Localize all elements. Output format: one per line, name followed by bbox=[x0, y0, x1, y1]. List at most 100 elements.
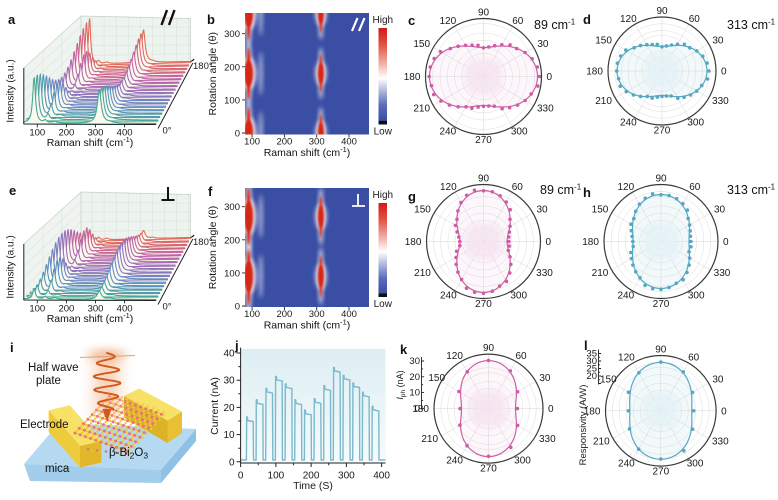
svg-text:330: 330 bbox=[539, 434, 556, 445]
svg-text:30: 30 bbox=[536, 205, 548, 216]
svg-text:400: 400 bbox=[341, 136, 357, 147]
svg-text:240: 240 bbox=[618, 459, 635, 470]
svg-text:210: 210 bbox=[414, 268, 431, 279]
svg-text:400: 400 bbox=[341, 309, 357, 320]
svg-text:270: 270 bbox=[653, 299, 670, 310]
svg-text:330: 330 bbox=[712, 437, 729, 448]
svg-text:60: 60 bbox=[512, 182, 524, 193]
svg-text:20: 20 bbox=[586, 371, 597, 382]
svg-text:Half wave: Half wave bbox=[28, 362, 79, 374]
svg-text:30: 30 bbox=[537, 39, 549, 50]
svg-text:0: 0 bbox=[415, 404, 420, 415]
svg-text:100: 100 bbox=[29, 128, 45, 139]
svg-text:180°: 180° bbox=[193, 61, 213, 72]
svg-text:k: k bbox=[400, 342, 408, 357]
svg-text:180: 180 bbox=[584, 406, 601, 417]
svg-text:60: 60 bbox=[689, 182, 701, 193]
svg-text:h: h bbox=[583, 185, 591, 200]
svg-text:180: 180 bbox=[405, 237, 422, 248]
svg-text:0: 0 bbox=[235, 302, 240, 313]
svg-text:30: 30 bbox=[409, 356, 420, 367]
svg-text:330: 330 bbox=[536, 268, 553, 279]
svg-text:150: 150 bbox=[413, 39, 430, 50]
svg-text:210: 210 bbox=[593, 437, 610, 448]
svg-text:0: 0 bbox=[235, 129, 240, 140]
svg-text:300: 300 bbox=[514, 456, 531, 467]
svg-text:0°: 0° bbox=[163, 126, 172, 137]
svg-text:330: 330 bbox=[712, 96, 729, 107]
svg-text:270: 270 bbox=[652, 467, 669, 478]
svg-text:Raman shift (cm-1): Raman shift (cm-1) bbox=[264, 318, 351, 332]
svg-text:i: i bbox=[10, 340, 14, 355]
svg-text:100: 100 bbox=[224, 268, 240, 279]
svg-text:90: 90 bbox=[655, 345, 667, 356]
svg-text:240: 240 bbox=[440, 291, 457, 302]
svg-text:400: 400 bbox=[373, 471, 390, 482]
svg-text:10: 10 bbox=[409, 388, 420, 399]
svg-text:Responsivity (A/W): Responsivity (A/W) bbox=[578, 385, 589, 466]
svg-text:0: 0 bbox=[546, 237, 552, 248]
svg-text:j: j bbox=[234, 338, 239, 353]
svg-text:150: 150 bbox=[428, 373, 445, 384]
svg-text:120: 120 bbox=[439, 16, 456, 27]
svg-text:180: 180 bbox=[404, 72, 421, 83]
svg-text:200: 200 bbox=[224, 62, 240, 73]
svg-text:0: 0 bbox=[547, 72, 553, 83]
svg-text:Intensity (a.u.): Intensity (a.u.) bbox=[6, 59, 17, 122]
svg-text:60: 60 bbox=[689, 14, 701, 25]
svg-text:270: 270 bbox=[475, 135, 492, 146]
svg-text:89 cm-1: 89 cm-1 bbox=[540, 183, 582, 198]
svg-text:240: 240 bbox=[446, 456, 463, 467]
svg-text:210: 210 bbox=[592, 268, 609, 279]
svg-text:210: 210 bbox=[421, 434, 438, 445]
svg-text:180°: 180° bbox=[193, 237, 213, 248]
svg-text:30: 30 bbox=[539, 373, 551, 384]
svg-text:300: 300 bbox=[88, 128, 104, 139]
svg-text:330: 330 bbox=[714, 268, 731, 279]
svg-text:30: 30 bbox=[223, 376, 235, 387]
svg-text:60: 60 bbox=[688, 353, 700, 364]
svg-text:30: 30 bbox=[712, 375, 724, 386]
svg-text:plate: plate bbox=[36, 375, 61, 387]
svg-text:300: 300 bbox=[309, 309, 325, 320]
svg-text:100: 100 bbox=[224, 95, 240, 106]
svg-text:100: 100 bbox=[268, 471, 285, 482]
svg-text:90: 90 bbox=[656, 6, 668, 17]
svg-text:200: 200 bbox=[58, 304, 74, 315]
svg-text:0°: 0° bbox=[163, 302, 172, 313]
svg-text:0: 0 bbox=[721, 406, 727, 417]
svg-text:150: 150 bbox=[595, 36, 612, 47]
svg-text:Current (nA): Current (nA) bbox=[209, 377, 221, 435]
svg-text:30: 30 bbox=[712, 36, 724, 47]
svg-text:100: 100 bbox=[244, 309, 260, 320]
svg-text:300: 300 bbox=[88, 304, 104, 315]
svg-text:Intensity (a.u.): Intensity (a.u.) bbox=[6, 235, 17, 298]
svg-text:150: 150 bbox=[600, 375, 617, 386]
svg-text:90: 90 bbox=[478, 8, 490, 19]
svg-text:30: 30 bbox=[586, 356, 597, 367]
svg-text:b: b bbox=[207, 12, 215, 27]
svg-text:200: 200 bbox=[276, 309, 292, 320]
svg-text:180: 180 bbox=[412, 404, 429, 415]
svg-text:Iph (nA): Iph (nA) bbox=[395, 370, 407, 399]
svg-text:89 cm-1: 89 cm-1 bbox=[534, 18, 576, 33]
svg-text:Electrode: Electrode bbox=[20, 419, 69, 431]
svg-text:Time (S): Time (S) bbox=[293, 480, 333, 492]
svg-text:240: 240 bbox=[439, 127, 456, 138]
svg-text:40: 40 bbox=[223, 349, 235, 360]
svg-text:100: 100 bbox=[29, 304, 45, 315]
svg-text:e: e bbox=[9, 183, 16, 198]
svg-text:0: 0 bbox=[229, 457, 235, 468]
svg-text:300: 300 bbox=[688, 291, 705, 302]
svg-text:270: 270 bbox=[480, 464, 497, 475]
svg-text:200: 200 bbox=[224, 235, 240, 246]
svg-text:25: 25 bbox=[586, 364, 597, 375]
svg-text:200: 200 bbox=[303, 471, 320, 482]
svg-text:120: 120 bbox=[446, 351, 463, 362]
svg-text:Low: Low bbox=[374, 127, 393, 138]
svg-text:300: 300 bbox=[224, 202, 240, 213]
svg-text:35: 35 bbox=[586, 349, 597, 360]
svg-text:High: High bbox=[373, 15, 394, 26]
svg-text:210: 210 bbox=[413, 104, 430, 115]
svg-text:0: 0 bbox=[721, 67, 727, 78]
